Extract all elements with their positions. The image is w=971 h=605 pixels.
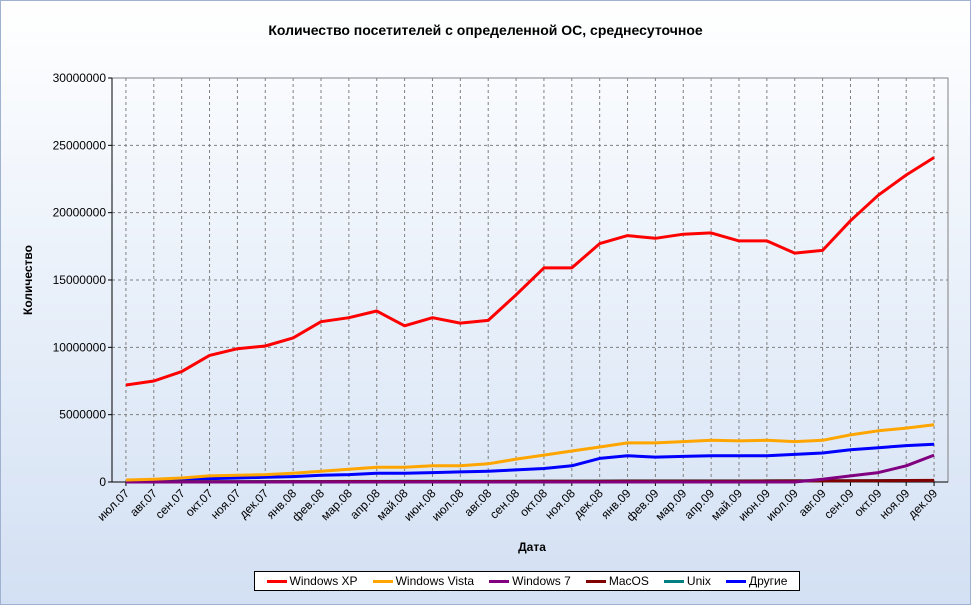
series-line-windows-vista	[125, 423, 935, 482]
legend-item: Другие	[725, 574, 788, 588]
legend-label: MacOS	[608, 574, 649, 588]
legend-item: Windows 7	[489, 574, 571, 588]
y-tick-label: 5000000	[59, 408, 106, 422]
series-line-другие	[125, 442, 935, 483]
legend-item: MacOS	[585, 574, 649, 588]
x-tick-label: ноя.09	[877, 486, 913, 522]
x-tick-label: ноя.07	[208, 486, 244, 522]
y-tick-label: 15000000	[53, 273, 107, 287]
x-tick-label: дек.09	[905, 486, 940, 521]
chart-title: Количество посетителей с определенной ОС…	[268, 22, 703, 38]
y-tick-label: 25000000	[53, 138, 107, 152]
legend-item: Windows XP	[266, 574, 358, 588]
legend-label: Windows Vista	[395, 574, 475, 588]
y-tick-label: 20000000	[53, 206, 107, 220]
x-tick-label: ноя.08	[542, 486, 578, 522]
series-line-windows-xp	[125, 156, 935, 387]
legend-item: Windows Vista	[372, 574, 475, 588]
legend-label: Windows 7	[512, 574, 571, 588]
legend-item: Unix	[663, 574, 711, 588]
legend-swatch	[585, 579, 606, 583]
x-tick-label: сен.09	[821, 486, 857, 522]
x-tick-label: сен.07	[152, 486, 188, 522]
legend-label: Unix	[686, 574, 711, 588]
legend-swatch	[489, 579, 510, 583]
x-tick-label: мар.09	[652, 486, 689, 523]
legend-swatch	[725, 579, 746, 583]
x-tick-label: фев.09	[624, 486, 662, 524]
x-tick-label: фев.08	[289, 486, 327, 524]
y-tick-label: 30000000	[53, 71, 107, 85]
x-axis-label: Дата	[518, 540, 546, 554]
x-tick-label: сен.08	[487, 486, 523, 522]
legend-swatch	[266, 579, 287, 583]
legend-swatch	[663, 579, 684, 583]
x-tick-label: июл.09	[763, 486, 801, 524]
y-tick-label: 0	[99, 475, 106, 489]
legend-label: Windows XP	[289, 574, 358, 588]
x-tick-label: июл.08	[429, 486, 467, 524]
legend-label: Другие	[748, 574, 788, 588]
chart-legend: Windows XP Windows Vista Windows 7 MacOS Uni…	[254, 571, 800, 591]
legend-swatch	[372, 579, 393, 583]
x-tick-label: июл.07	[94, 486, 132, 524]
y-tick-label: 10000000	[53, 340, 107, 354]
series-line-windows-7	[125, 453, 935, 484]
x-tick-label: дек.08	[571, 486, 606, 521]
x-tick-label: дек.07	[236, 486, 271, 521]
x-tick-label: мар.08	[318, 486, 355, 523]
